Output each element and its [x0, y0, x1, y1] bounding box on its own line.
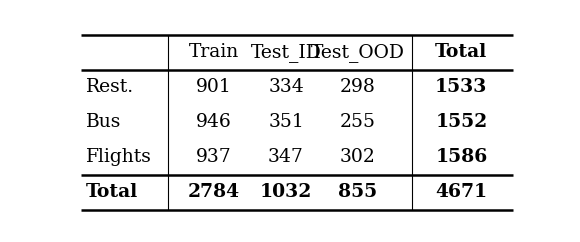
- Text: 1032: 1032: [260, 183, 312, 201]
- Text: Total: Total: [435, 43, 487, 61]
- Text: Train: Train: [189, 43, 239, 61]
- Text: 347: 347: [268, 148, 304, 166]
- Text: 901: 901: [196, 78, 232, 96]
- Text: 255: 255: [340, 113, 376, 131]
- Text: 298: 298: [340, 78, 376, 96]
- Text: 855: 855: [338, 183, 378, 201]
- Text: 937: 937: [196, 148, 232, 166]
- Text: Flights: Flights: [86, 148, 152, 166]
- Text: Bus: Bus: [86, 113, 121, 131]
- Text: Rest.: Rest.: [86, 78, 134, 96]
- Text: 351: 351: [268, 113, 304, 131]
- Text: Test_OOD: Test_OOD: [311, 43, 405, 62]
- Text: 1533: 1533: [435, 78, 488, 96]
- Text: Total: Total: [86, 183, 138, 201]
- Text: 1586: 1586: [435, 148, 487, 166]
- Text: 946: 946: [196, 113, 232, 131]
- Text: 2784: 2784: [188, 183, 240, 201]
- Text: 334: 334: [268, 78, 304, 96]
- Text: 302: 302: [340, 148, 376, 166]
- Text: Test_ID: Test_ID: [251, 43, 321, 62]
- Text: 1552: 1552: [435, 113, 487, 131]
- Text: 4671: 4671: [435, 183, 487, 201]
